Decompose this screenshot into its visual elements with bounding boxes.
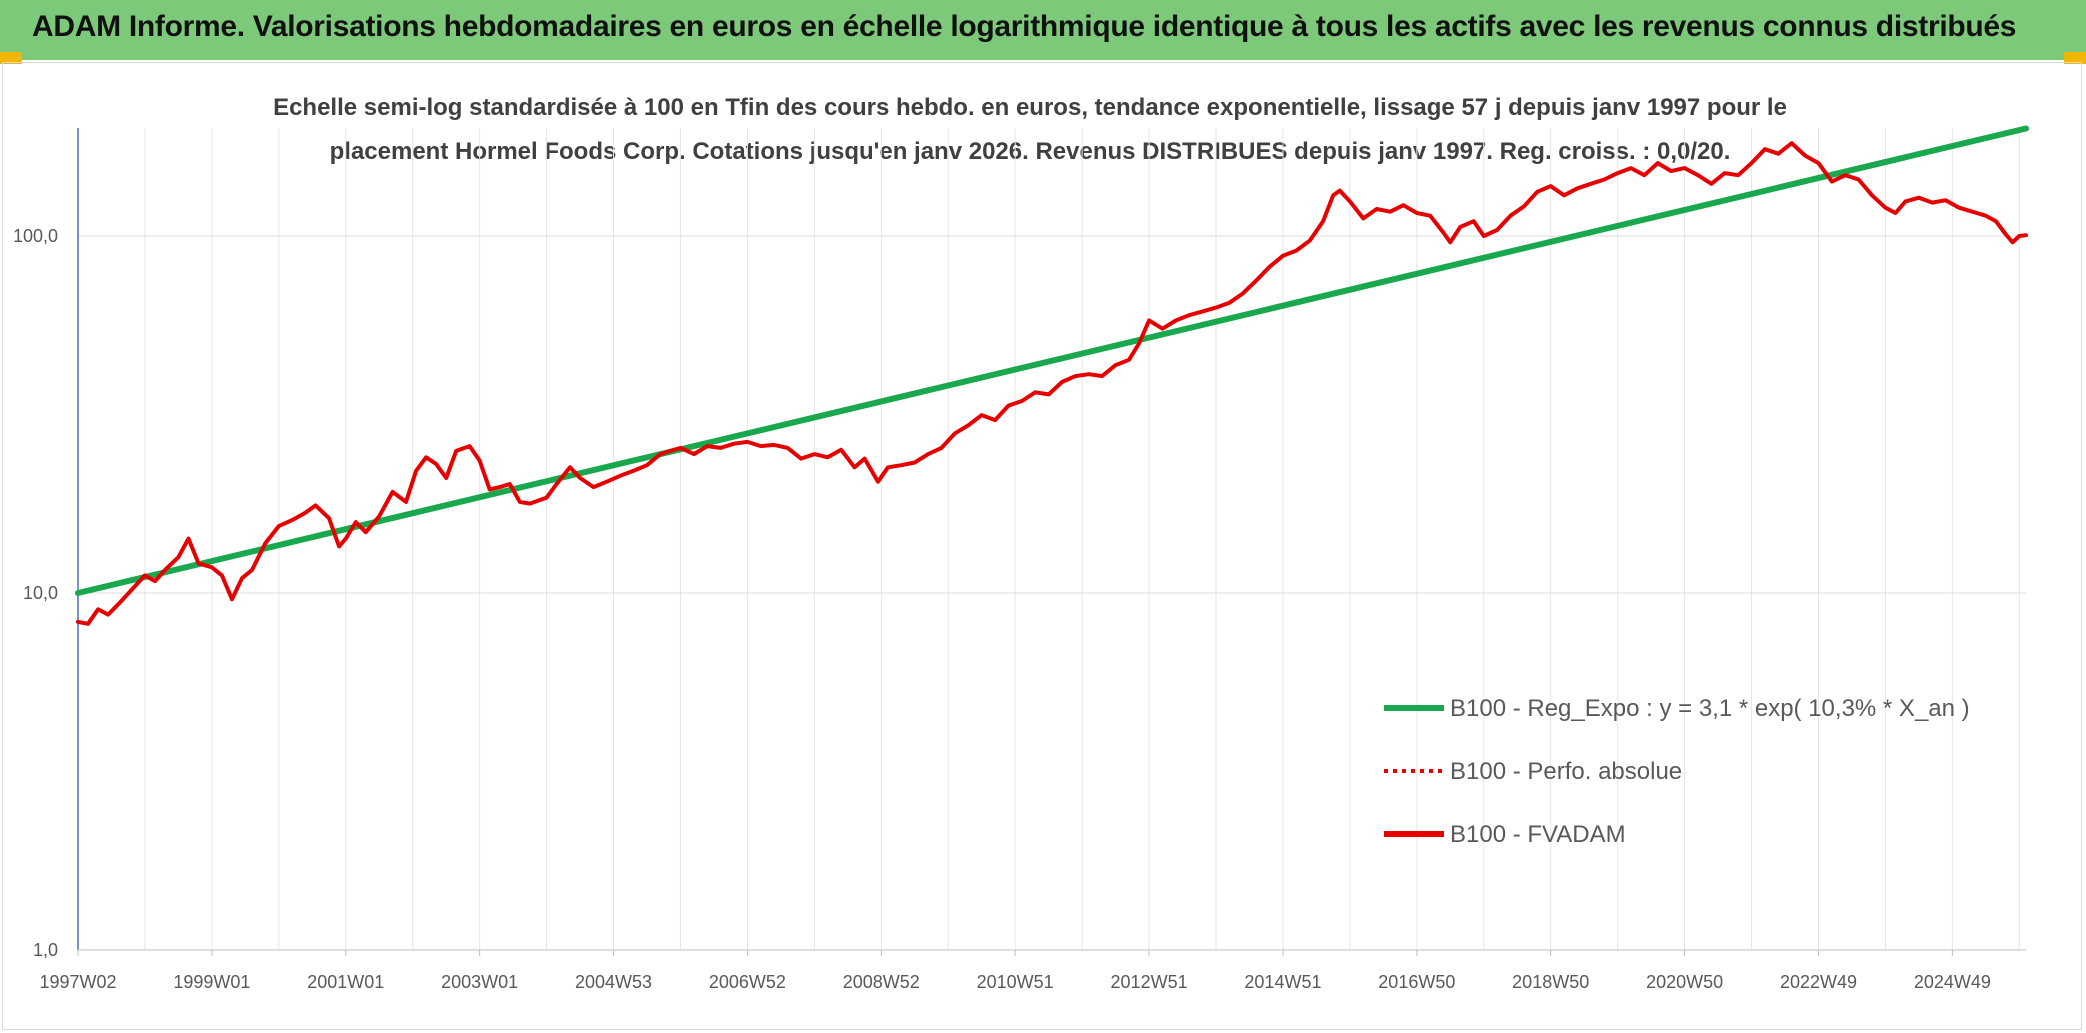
fvadam-line — [76, 141, 2028, 626]
y-tick-label: 1,0 — [33, 940, 58, 960]
y-tick-label: 100,0 — [13, 226, 58, 246]
x-tick-label: 1997W02 — [39, 972, 116, 992]
x-tick-label: 2018W50 — [1512, 972, 1589, 992]
chart-subtitle-line-2: placement Hormel Foods Corp. Cotations j… — [329, 138, 1731, 165]
x-tick-label: 2014W51 — [1244, 972, 1321, 992]
corner-mark-right — [2064, 52, 2086, 64]
legend-label: B100 - Perfo. absolue — [1450, 758, 1682, 785]
x-tick-label: 2006W52 — [709, 972, 786, 992]
y-tick-label: 10,0 — [23, 583, 58, 603]
legend-label: B100 - Reg_Expo : y = 3,1 * exp( 10,3% *… — [1450, 695, 1970, 722]
x-tick-label: 2016W50 — [1378, 972, 1455, 992]
x-tick-label: 2012W51 — [1111, 972, 1188, 992]
legend-label: B100 - FVADAM — [1450, 821, 1626, 848]
corner-mark-left — [0, 52, 22, 64]
x-tick-label: 2020W50 — [1646, 972, 1723, 992]
page-title: ADAM Informe. Valorisations hebdomadaire… — [32, 10, 2017, 43]
x-tick-label: 2008W52 — [843, 972, 920, 992]
chart-frame — [2, 62, 2082, 1030]
x-tick-label: 2024W49 — [1914, 972, 1991, 992]
x-tick-label: 1999W01 — [173, 972, 250, 992]
chart-subtitle-line-1: Echelle semi-log standardisée à 100 en T… — [273, 94, 1787, 121]
title-banner: ADAM Informe. Valorisations hebdomadaire… — [0, 0, 2086, 60]
chart-subtitle: Echelle semi-log standardisée à 100 en T… — [230, 86, 1830, 174]
x-tick-label: 2022W49 — [1780, 972, 1857, 992]
x-tick-label: 2004W53 — [575, 972, 652, 992]
x-tick-label: 2010W51 — [977, 972, 1054, 992]
x-tick-label: 2003W01 — [441, 972, 518, 992]
regression-line — [75, 125, 2029, 596]
x-tick-label: 2001W01 — [307, 972, 384, 992]
